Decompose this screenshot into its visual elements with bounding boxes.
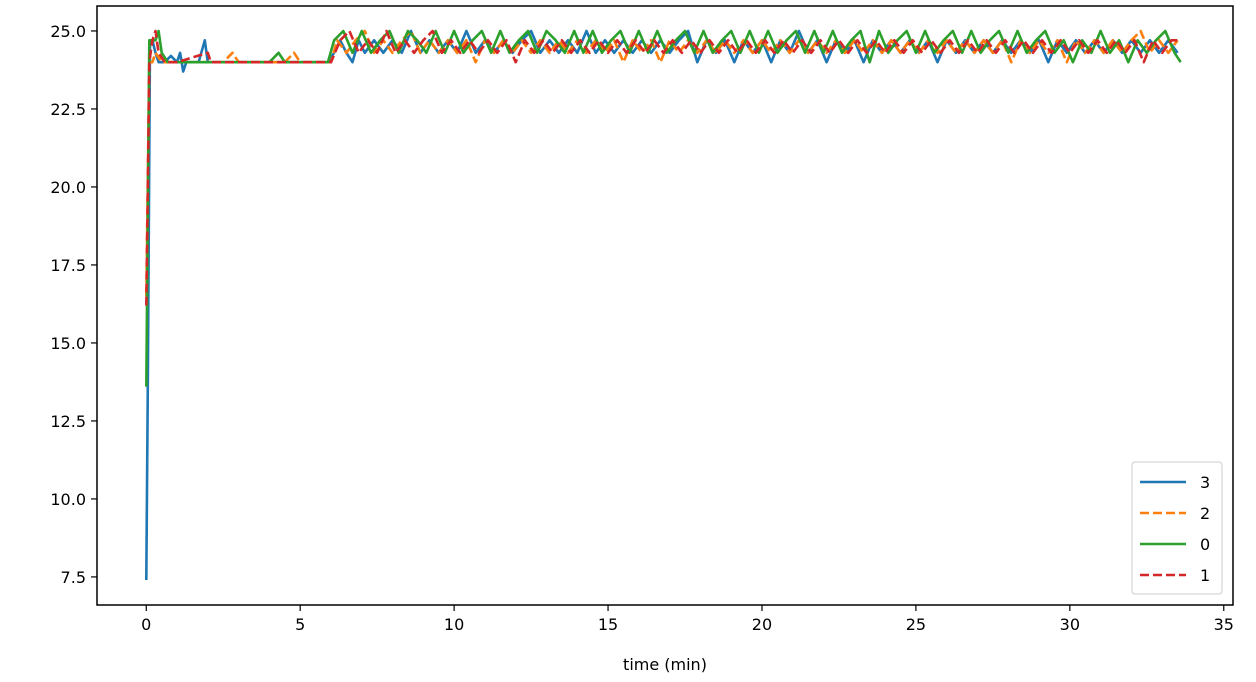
series-line-2 <box>145 29 1179 297</box>
y-tick-label: 20.0 <box>50 178 86 197</box>
y-tick-label: 7.5 <box>61 568 86 587</box>
x-tick-label: 5 <box>295 615 305 634</box>
legend: 3 2 0 1 <box>1131 461 1223 595</box>
x-tick-label: 20 <box>752 615 772 634</box>
y-tick-label: 10.0 <box>50 490 86 509</box>
y-tick-label: 12.5 <box>50 412 86 431</box>
x-axis-label: time (min) <box>623 655 707 674</box>
plot-frame <box>96 5 1234 606</box>
x-tick-label: 25 <box>906 615 926 634</box>
y-tick-label: 17.5 <box>50 256 86 275</box>
x-tick-label: 0 <box>141 615 151 634</box>
series-line-0 <box>145 29 1182 387</box>
x-axis: 0 5 10 15 20 25 30 35 <box>141 605 1234 634</box>
legend-label: 3 <box>1200 473 1210 492</box>
x-tick-label: 35 <box>1214 615 1234 634</box>
x-tick-label: 30 <box>1060 615 1080 634</box>
y-tick-label: 25.0 <box>50 22 86 41</box>
legend-label: 0 <box>1200 535 1210 554</box>
x-tick-label: 10 <box>444 615 464 634</box>
x-tick-label: 15 <box>598 615 618 634</box>
legend-box <box>1131 461 1223 595</box>
series-line-1 <box>145 29 1181 306</box>
y-axis: 7.5 10.0 12.5 15.0 17.5 20.0 22.5 25.0 <box>50 22 97 587</box>
legend-label: 1 <box>1200 566 1210 585</box>
series-layer <box>145 29 1182 581</box>
y-tick-label: 22.5 <box>50 100 86 119</box>
y-tick-label: 15.0 <box>50 334 86 353</box>
legend-label: 2 <box>1200 504 1210 523</box>
